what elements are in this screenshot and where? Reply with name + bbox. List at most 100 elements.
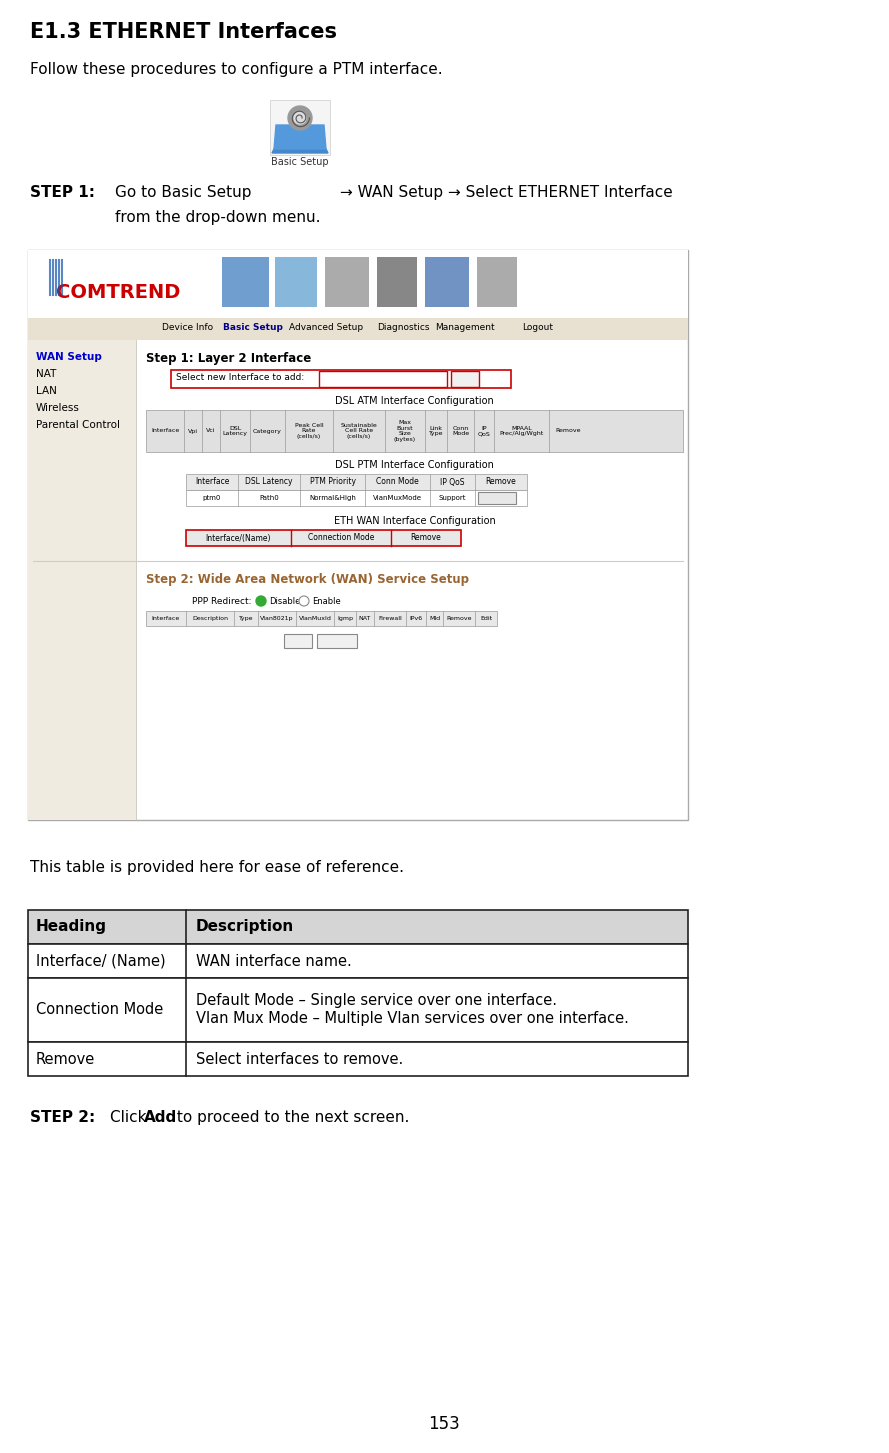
Circle shape [294, 112, 306, 124]
Text: Parental Control: Parental Control [36, 420, 120, 430]
Text: Follow these procedures to configure a PTM interface.: Follow these procedures to configure a P… [30, 62, 443, 77]
FancyBboxPatch shape [28, 1042, 688, 1077]
Text: Go to Basic Setup: Go to Basic Setup [115, 185, 252, 201]
Text: Edit: Edit [480, 616, 493, 620]
Text: Description: Description [196, 920, 294, 934]
FancyBboxPatch shape [28, 250, 213, 318]
FancyBboxPatch shape [146, 612, 497, 626]
Text: Remove: Remove [446, 616, 472, 620]
Text: Vlan Mux Mode – Multiple Vlan services over one interface.: Vlan Mux Mode – Multiple Vlan services o… [196, 1011, 629, 1026]
Text: Step 2: Wide Area Network (WAN) Service Setup: Step 2: Wide Area Network (WAN) Service … [146, 572, 469, 586]
Text: Igmp: Igmp [337, 616, 353, 620]
Text: Management: Management [436, 323, 495, 331]
FancyBboxPatch shape [171, 371, 511, 388]
Text: Diagnostics: Diagnostics [377, 323, 429, 331]
FancyBboxPatch shape [316, 634, 356, 648]
FancyBboxPatch shape [477, 257, 517, 307]
Text: Wireless: Wireless [36, 402, 80, 413]
Text: Heading: Heading [36, 920, 107, 934]
Text: Interface: Interface [151, 429, 179, 433]
Text: Step 1: Layer 2 Interface: Step 1: Layer 2 Interface [146, 352, 311, 365]
FancyBboxPatch shape [28, 250, 688, 819]
Text: Sustainable
Cell Rate
(cells/s): Sustainable Cell Rate (cells/s) [340, 423, 377, 439]
Text: Description: Description [192, 616, 228, 620]
Text: DSL Latency: DSL Latency [245, 478, 292, 487]
Text: Mld: Mld [428, 616, 440, 620]
FancyBboxPatch shape [451, 371, 479, 386]
FancyBboxPatch shape [28, 944, 688, 978]
Text: NAT: NAT [359, 616, 372, 620]
Text: Click: Click [110, 1110, 151, 1125]
Text: Category: Category [253, 429, 282, 433]
Text: → WAN Setup → Select ETHERNET Interface: → WAN Setup → Select ETHERNET Interface [340, 185, 673, 201]
FancyBboxPatch shape [186, 490, 527, 506]
FancyBboxPatch shape [284, 634, 311, 648]
Text: Remove: Remove [485, 478, 517, 487]
Text: Select new Interface to add:: Select new Interface to add: [176, 373, 304, 382]
Circle shape [288, 106, 312, 129]
FancyBboxPatch shape [377, 257, 417, 307]
Text: Select interfaces to remove.: Select interfaces to remove. [196, 1052, 404, 1067]
Circle shape [256, 596, 266, 606]
Text: Firewall: Firewall [378, 616, 402, 620]
Text: IP
QoS: IP QoS [477, 426, 491, 436]
Text: DSL PTM Interface Configuration: DSL PTM Interface Configuration [335, 461, 494, 469]
Text: PPP Redirect:: PPP Redirect: [191, 597, 251, 606]
FancyBboxPatch shape [28, 910, 688, 944]
Text: 153: 153 [428, 1415, 461, 1433]
Text: Enable: Enable [312, 597, 340, 606]
Text: Remove: Remove [411, 533, 441, 542]
Text: Connection Mode: Connection Mode [308, 533, 374, 542]
FancyBboxPatch shape [478, 493, 516, 504]
Text: Disable: Disable [269, 597, 300, 606]
Text: Conn Mode: Conn Mode [376, 478, 419, 487]
Text: Max
Burst
Size
(bytes): Max Burst Size (bytes) [394, 420, 416, 442]
Text: from the drop-down menu.: from the drop-down menu. [115, 211, 321, 225]
Text: Interface/ (Name): Interface/ (Name) [36, 953, 165, 969]
FancyBboxPatch shape [28, 250, 688, 318]
FancyBboxPatch shape [186, 474, 527, 490]
Text: LAN: LAN [36, 386, 57, 397]
FancyBboxPatch shape [319, 371, 447, 386]
Text: Interface: Interface [152, 616, 180, 620]
Text: Conn
Mode: Conn Mode [452, 426, 469, 436]
Text: Device Info: Device Info [163, 323, 213, 331]
Text: Logout: Logout [523, 323, 554, 331]
FancyBboxPatch shape [146, 410, 683, 452]
FancyBboxPatch shape [28, 340, 136, 819]
Polygon shape [272, 150, 328, 153]
Text: ptm0: ptm0 [203, 495, 221, 501]
Text: to proceed to the next screen.: to proceed to the next screen. [172, 1110, 409, 1125]
Text: WAN interface name.: WAN interface name. [196, 953, 352, 969]
FancyBboxPatch shape [222, 257, 269, 307]
Text: Default Mode – Single service over one interface.: Default Mode – Single service over one i… [196, 994, 557, 1008]
Text: Interface: Interface [195, 478, 229, 487]
Text: ETH WAN Interface Configuration: ETH WAN Interface Configuration [333, 516, 495, 526]
Text: IPv6: IPv6 [410, 616, 422, 620]
Text: This table is provided here for ease of reference.: This table is provided here for ease of … [30, 860, 404, 875]
Text: Path0: Path0 [259, 495, 279, 501]
Text: Remove: Remove [483, 495, 511, 501]
Text: WAN Setup: WAN Setup [36, 352, 102, 362]
Text: COMTREND: COMTREND [56, 282, 180, 302]
Text: NAT: NAT [36, 369, 56, 379]
Text: Connection Mode: Connection Mode [36, 1003, 164, 1017]
Text: E1.3 ETHERNET Interfaces: E1.3 ETHERNET Interfaces [30, 22, 337, 42]
Text: Support: Support [439, 495, 466, 501]
Text: DSL
Latency: DSL Latency [222, 426, 247, 436]
Text: Remove: Remove [36, 1052, 95, 1067]
Text: Remove: Remove [556, 429, 581, 433]
Text: STEP 1:: STEP 1: [30, 185, 95, 201]
Text: Add: Add [289, 636, 306, 645]
Text: Basic Setup: Basic Setup [223, 323, 283, 331]
Text: STEP 2:: STEP 2: [30, 1110, 95, 1125]
Text: Remove: Remove [319, 636, 354, 645]
Text: Type: Type [239, 616, 253, 620]
Text: ETHERNET Interface: ETHERNET Interface [323, 373, 408, 382]
Text: MPAAL
Prec/Alg/Wght: MPAAL Prec/Alg/Wght [500, 426, 544, 436]
Text: DSL ATM Interface Configuration: DSL ATM Interface Configuration [335, 397, 494, 405]
Text: Vci: Vci [206, 429, 216, 433]
Text: Normal&High: Normal&High [309, 495, 356, 501]
Text: Advanced Setup: Advanced Setup [289, 323, 363, 331]
Text: VlanMuxId: VlanMuxId [299, 616, 332, 620]
